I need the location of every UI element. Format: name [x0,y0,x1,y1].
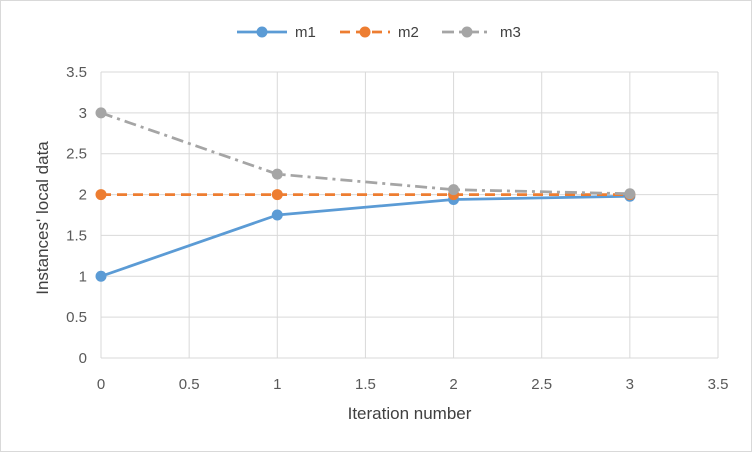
legend-label-m3: m3 [500,24,521,41]
x-tick-label: 3.5 [708,376,729,393]
y-tick-label: 1 [79,268,87,285]
x-tick-label: 2.5 [531,376,552,393]
y-tick-label: 3 [79,105,87,122]
data-point-m1 [271,209,283,221]
data-point-m3 [624,188,636,200]
legend-marker-m1 [256,26,268,38]
legend: m1 m2 m3 [237,24,521,41]
tick-labels: 0 0.5 1 1.5 2 2.5 3 3.5 0 0.5 1 1.5 2 2.5 3 3.5 [66,64,728,393]
y-tick-label: 1.5 [66,227,87,244]
y-axis-title: Instances' local data [33,141,52,295]
legend-entry-m3: m3 [442,24,521,41]
x-tick-label: 0 [97,376,105,393]
legend-label-m1: m1 [295,24,316,41]
x-axis-title: Iteration number [348,404,472,423]
grid-lines [100,71,719,359]
legend-marker-m3 [461,26,473,38]
y-tick-label: 3.5 [66,64,87,81]
y-tick-label: 0 [79,350,87,367]
legend-label-m2: m2 [398,24,419,41]
x-tick-label: 1 [273,376,281,393]
x-tick-label: 0.5 [179,376,200,393]
data-point-m3 [95,107,107,119]
x-tick-label: 1.5 [355,376,376,393]
legend-entry-m1: m1 [237,24,316,41]
y-tick-label: 0.5 [66,309,87,326]
y-tick-label: 2.5 [66,146,87,163]
data-point-m3 [271,168,283,180]
series-line-m1 [100,194,630,278]
x-tick-label: 3 [626,376,634,393]
series-lines [95,107,636,282]
data-point-m2 [95,189,107,201]
legend-entry-m2: m2 [340,24,419,41]
series-line-m3 [100,111,630,196]
series-m3 [95,107,636,200]
data-point-m1 [95,270,107,282]
legend-marker-m2 [359,26,371,38]
y-tick-label: 2 [79,187,87,204]
data-point-m2 [271,189,283,201]
data-point-m3 [448,184,460,196]
x-tick-label: 2 [449,376,457,393]
